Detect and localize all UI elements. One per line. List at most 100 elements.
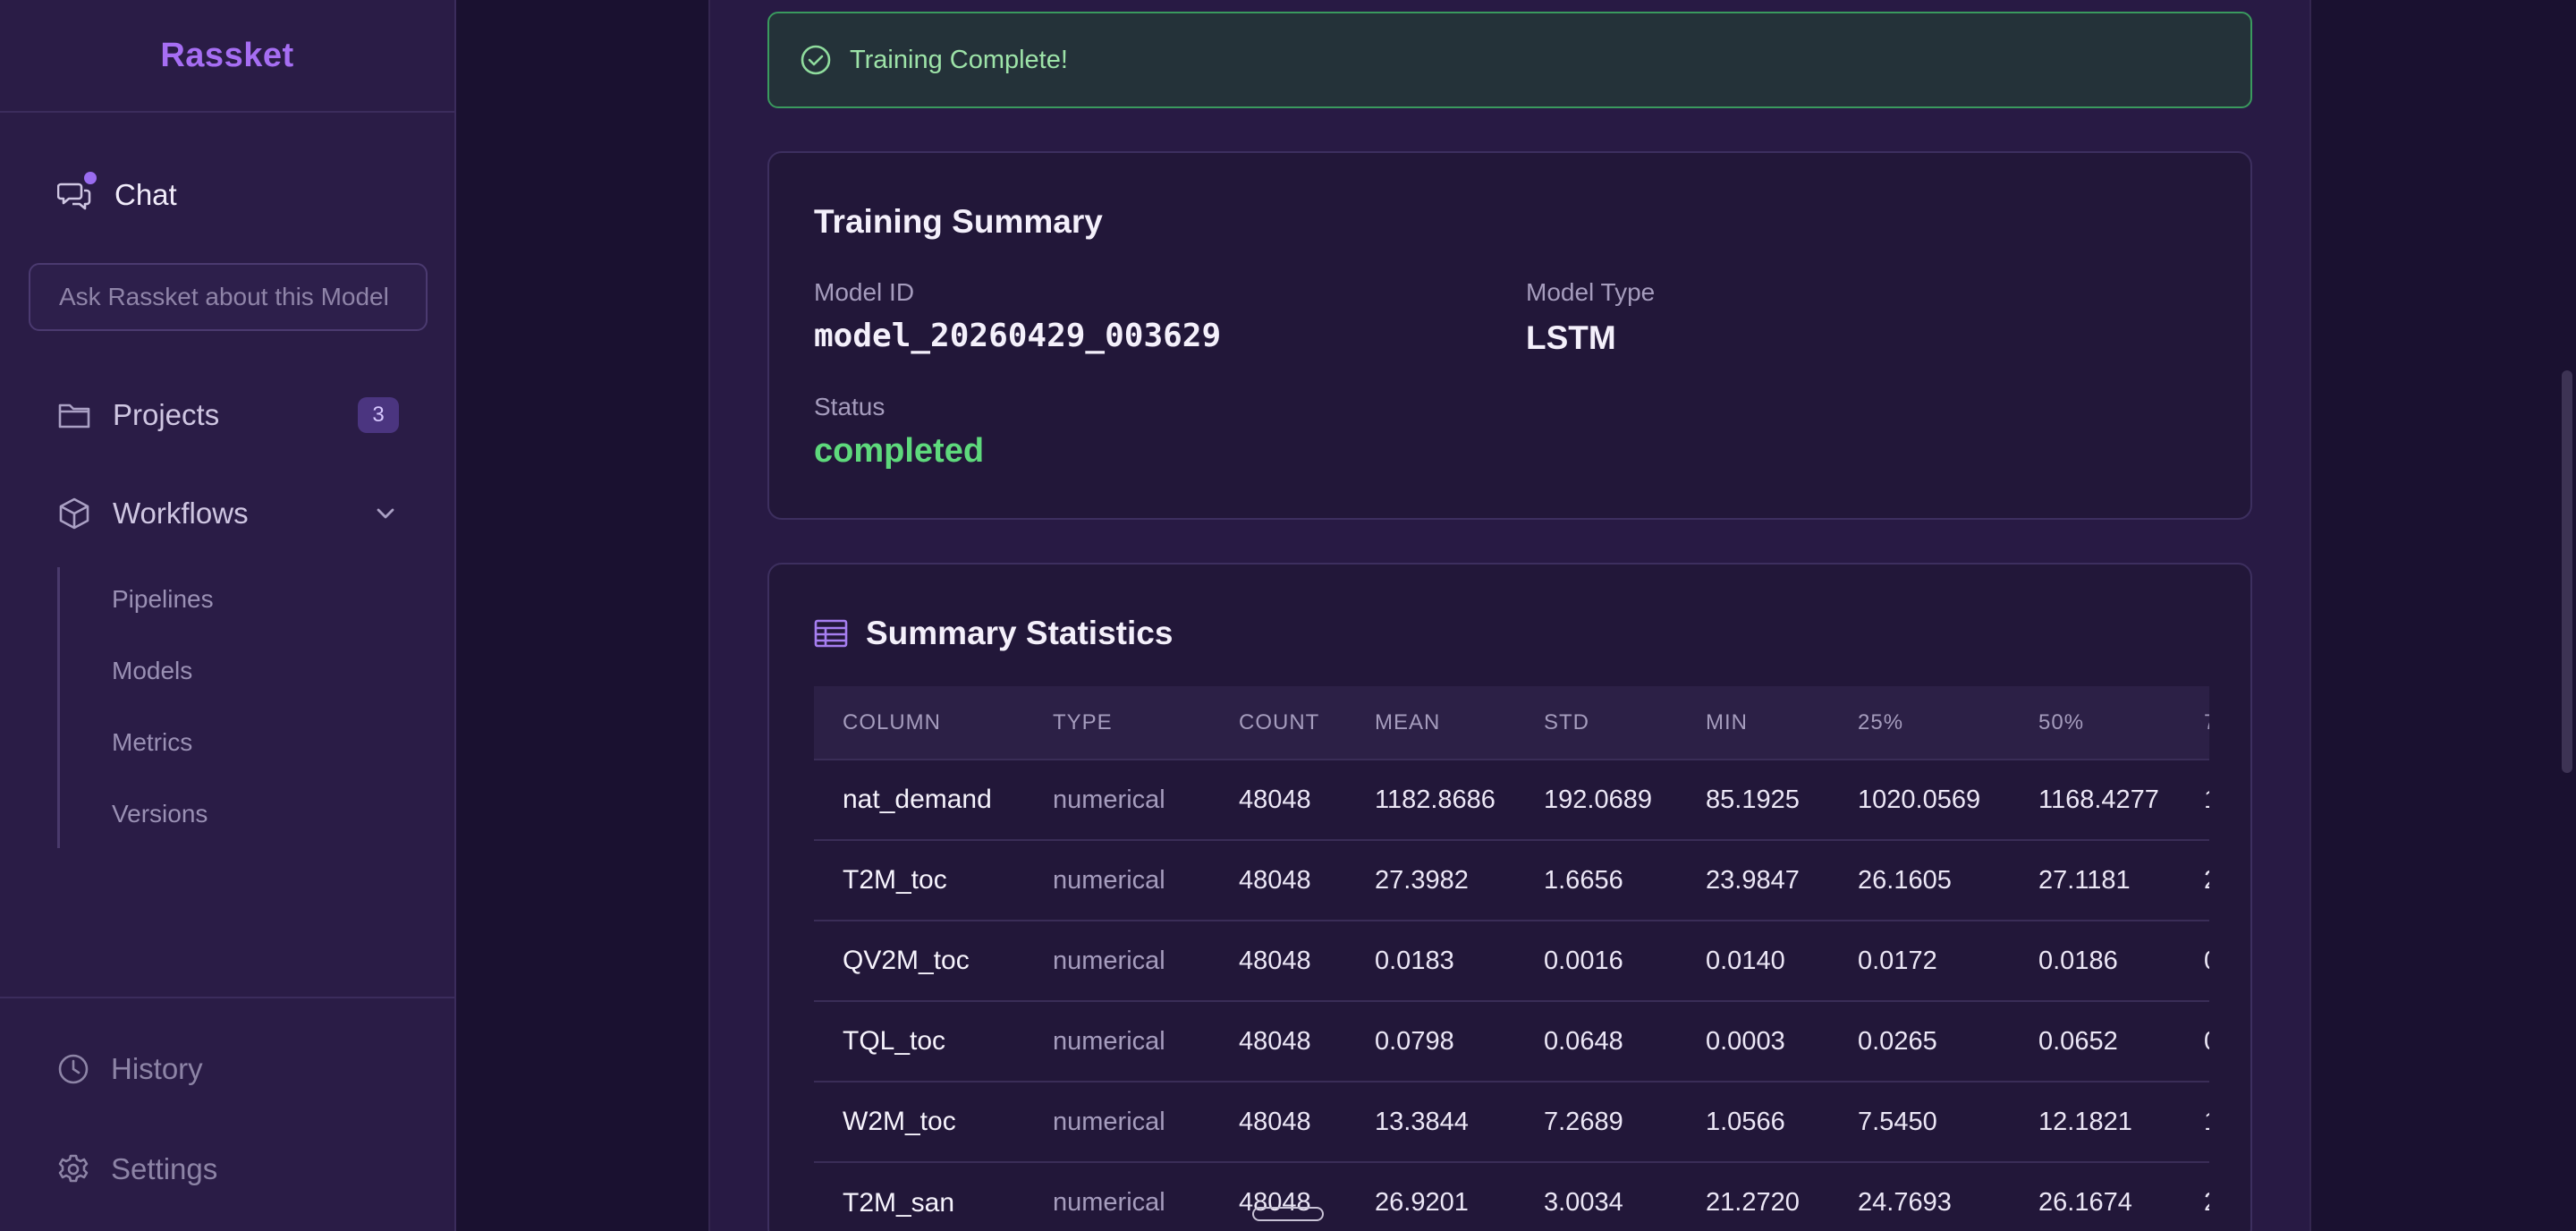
table-cell: 0.0648: [1544, 1026, 1623, 1056]
column-header[interactable]: TYPE: [1053, 709, 1113, 734]
table-cell: 48048: [1239, 1107, 1311, 1136]
table-cell: numerical: [1053, 1026, 1165, 1056]
table-header-row: COLUMN TYPE COUNT MEAN STD MIN 25% 50% 7…: [814, 686, 2209, 760]
table-cell: 1.0566: [1706, 1107, 1785, 1136]
table-cell: 0.0186: [2038, 946, 2118, 975]
table-cell: QV2M_toc: [843, 946, 970, 975]
table-cell: 0.0003: [1706, 1026, 1785, 1056]
model-type-label: Model Type: [1526, 278, 1656, 306]
table-cell: 0.0798: [1375, 1026, 1454, 1056]
chat-bubbles-icon: [57, 172, 97, 213]
chevron-down-icon[interactable]: [372, 500, 399, 527]
brand-logo[interactable]: Rassket: [0, 0, 454, 113]
table-cell: numerical: [1053, 785, 1165, 814]
sidebar-item-label: Projects: [113, 398, 220, 431]
column-header[interactable]: 50%: [2038, 709, 2085, 734]
alert-message: Training Complete!: [850, 45, 1068, 74]
sidebar-item-projects[interactable]: Projects 3: [57, 397, 399, 433]
column-header[interactable]: 25%: [1858, 709, 1904, 734]
table-cell: 0.0172: [1858, 946, 1937, 975]
table-cell: 21.2720: [1706, 1188, 1800, 1217]
clock-icon: [57, 1053, 89, 1085]
table-cell: T2M_san: [843, 1187, 955, 1218]
sidebar-item-label: Settings: [111, 1152, 218, 1185]
table-cell: 3.0034: [1544, 1188, 1623, 1217]
table-cell: 1168.4277: [2038, 785, 2159, 814]
sidebar-item-pipelines[interactable]: Pipelines: [112, 585, 214, 613]
table-row: QV2M_toc numerical 48048 0.0183 0.0016 0…: [814, 921, 2209, 1001]
table-cell: 26.1674: [2038, 1188, 2132, 1217]
summary-statistics-table: COLUMN TYPE COUNT MEAN STD MIN 25% 50% 7…: [814, 686, 2209, 1231]
table-cell: 0.0183: [1375, 946, 1454, 975]
table-row: nat_demand numerical 48048 1182.8686 192…: [814, 760, 2209, 840]
table-row: T2M_toc numerical 48048 27.3982 1.6656 2…: [814, 840, 2209, 921]
table-cell: TQL_toc: [843, 1026, 946, 1056]
notification-dot: [84, 172, 97, 184]
table-cell: 48048: [1239, 1188, 1311, 1217]
table-cell: 26.9201: [1375, 1188, 1469, 1217]
sidebar-item-chat[interactable]: Chat: [57, 172, 177, 213]
table-cell: 23.9847: [1706, 865, 1800, 895]
table-cell: 12.1821: [2038, 1107, 2132, 1136]
summary-statistics-title: Summary Statistics: [866, 615, 1174, 651]
sidebar-item-versions[interactable]: Versions: [112, 800, 208, 828]
column-header[interactable]: COLUMN: [843, 709, 942, 734]
table-cell: 2: [2175, 1162, 2209, 1231]
column-header[interactable]: MIN: [1706, 709, 1748, 734]
table-cell: 85.1925: [1706, 785, 1800, 814]
table-cell: 27.3982: [1375, 865, 1469, 895]
column-header[interactable]: 75%: [2175, 686, 2209, 760]
page-scrollbar[interactable]: [2562, 370, 2572, 773]
home-indicator: [1252, 1207, 1324, 1221]
table-cell: 7.5450: [1858, 1107, 1937, 1136]
table-cell: nat_demand: [843, 785, 992, 814]
table-cell: 0: [2175, 921, 2209, 1001]
table-cell: 48048: [1239, 1026, 1311, 1056]
table-cell: 48048: [1239, 865, 1311, 895]
table-cell: T2M_toc: [843, 865, 947, 895]
table-cell: 0.0016: [1544, 946, 1623, 975]
table-cell: W2M_toc: [843, 1107, 956, 1136]
table-cell: 1: [2175, 760, 2209, 840]
column-header[interactable]: MEAN: [1375, 709, 1441, 734]
sidebar-item-settings[interactable]: Settings: [57, 1152, 399, 1186]
table-cell: 0.0652: [2038, 1026, 2118, 1056]
gear-icon: [57, 1153, 89, 1185]
table-cell: 192.0689: [1544, 785, 1652, 814]
table-cell: 1: [2175, 1082, 2209, 1162]
table-row: TQL_toc numerical 48048 0.0798 0.0648 0.…: [814, 1001, 2209, 1082]
table-cell: 24.7693: [1858, 1188, 1952, 1217]
table-cell: numerical: [1053, 865, 1165, 895]
sidebar-item-metrics[interactable]: Metrics: [112, 728, 193, 756]
sidebar-item-label: Chat: [114, 178, 177, 211]
training-summary-card: Training Summary Model ID model_20260429…: [767, 151, 2252, 520]
table-cell: 48048: [1239, 946, 1311, 975]
column-header[interactable]: STD: [1544, 709, 1589, 734]
sidebar-item-label: Workflows: [113, 497, 249, 530]
ask-rassket-input[interactable]: [29, 263, 428, 331]
status-value: completed: [814, 432, 985, 470]
training-summary-title: Training Summary: [814, 203, 1103, 240]
table-cell: 2: [2175, 840, 2209, 921]
workflows-submenu: Pipelines Models Metrics Versions: [57, 567, 214, 848]
table-cell: 1020.0569: [1858, 785, 1981, 814]
table-cell: 0.0265: [1858, 1026, 1937, 1056]
table-cell: 1182.8686: [1375, 785, 1496, 814]
sidebar-item-models[interactable]: Models: [112, 657, 193, 684]
sidebar-item-label: History: [111, 1052, 203, 1085]
cube-icon: [57, 497, 91, 531]
model-type-value: LSTM: [1526, 319, 1616, 356]
column-header[interactable]: COUNT: [1239, 709, 1320, 734]
summary-statistics-header: Summary Statistics: [814, 615, 1173, 652]
summary-statistics-table-container[interactable]: COLUMN TYPE COUNT MEAN STD MIN 25% 50% 7…: [814, 686, 2209, 1231]
table-cell: 13.3844: [1375, 1107, 1469, 1136]
training-complete-alert: Training Complete!: [767, 12, 2252, 108]
sidebar-item-history[interactable]: History: [57, 1052, 399, 1086]
table-row: T2M_san numerical 48048 26.9201 3.0034 2…: [814, 1162, 2209, 1231]
table-row: W2M_toc numerical 48048 13.3844 7.2689 1…: [814, 1082, 2209, 1162]
table-cell: 26.1605: [1858, 865, 1952, 895]
sidebar-item-workflows[interactable]: Workflows: [57, 497, 399, 531]
table-cell: numerical: [1053, 946, 1165, 975]
table-cell: 1.6656: [1544, 865, 1623, 895]
status-label: Status: [814, 393, 886, 420]
